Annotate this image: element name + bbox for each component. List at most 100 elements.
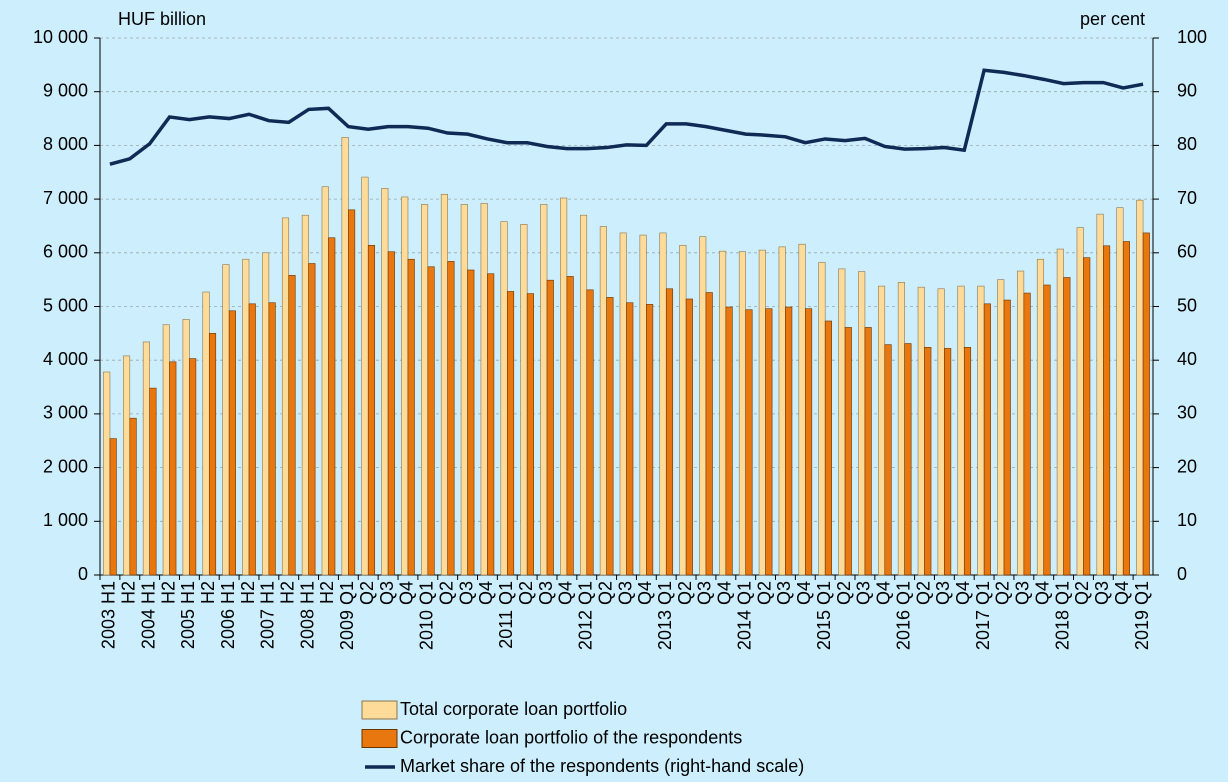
bar bbox=[367, 244, 376, 576]
bar bbox=[983, 303, 991, 576]
y2-tick-label: 40 bbox=[1177, 349, 1197, 369]
bar bbox=[123, 355, 131, 576]
bar bbox=[381, 188, 389, 576]
x-tick-label: H2 bbox=[317, 581, 337, 604]
bar bbox=[281, 217, 290, 576]
bar bbox=[659, 232, 667, 576]
bar bbox=[937, 288, 945, 576]
bar bbox=[844, 327, 852, 576]
bar bbox=[685, 298, 693, 576]
bar bbox=[665, 288, 674, 576]
x-tick-label: H2 bbox=[119, 581, 139, 604]
x-tick-label: Q2 bbox=[675, 581, 695, 605]
bar bbox=[1043, 284, 1051, 576]
bar bbox=[566, 276, 574, 576]
bar bbox=[487, 273, 495, 576]
bar bbox=[189, 358, 197, 576]
y2-tick-label: 0 bbox=[1177, 564, 1187, 584]
bar bbox=[897, 282, 905, 576]
x-tick-label: 2014 Q1 bbox=[734, 581, 754, 650]
x-tick-label: Q3 bbox=[933, 581, 953, 605]
bar bbox=[162, 324, 170, 576]
bar bbox=[639, 234, 647, 576]
x-tick-label: Q4 bbox=[1112, 581, 1132, 605]
x-tick-label: Q2 bbox=[1072, 581, 1092, 605]
bar bbox=[818, 262, 826, 576]
bar bbox=[586, 289, 594, 576]
x-tick-label: Q3 bbox=[615, 581, 635, 605]
bar bbox=[738, 251, 747, 576]
y2-tick-label: 80 bbox=[1177, 134, 1197, 154]
bar bbox=[129, 417, 137, 576]
bar bbox=[858, 271, 866, 576]
bar bbox=[387, 251, 395, 576]
bar bbox=[977, 285, 985, 576]
y2-tick-label: 70 bbox=[1177, 188, 1197, 208]
x-tick-label: H2 bbox=[158, 581, 178, 604]
x-tick-label: 2010 Q1 bbox=[417, 581, 437, 650]
bar bbox=[1056, 248, 1064, 576]
legend-swatch bbox=[361, 729, 398, 748]
x-tick-label: Q2 bbox=[436, 581, 456, 605]
bar bbox=[579, 214, 588, 576]
bar bbox=[328, 237, 336, 576]
x-tick-label: Q2 bbox=[993, 581, 1013, 605]
bar bbox=[467, 269, 475, 576]
bar bbox=[1076, 227, 1084, 576]
y2-tick-label: 90 bbox=[1177, 80, 1197, 100]
bar bbox=[421, 204, 429, 576]
x-tick-label: 2017 Q1 bbox=[973, 581, 993, 650]
bar bbox=[540, 204, 548, 576]
bar bbox=[1017, 270, 1025, 576]
y-tick-label: 6 000 bbox=[43, 242, 88, 262]
y2-tick-label: 10 bbox=[1177, 510, 1197, 530]
x-tick-label: Q3 bbox=[1013, 581, 1033, 605]
bar bbox=[348, 209, 356, 576]
bar bbox=[1122, 241, 1130, 576]
bar bbox=[884, 344, 892, 576]
x-tick-label: 2004 H1 bbox=[138, 581, 158, 649]
x-tick-label: Q3 bbox=[1092, 581, 1112, 605]
y-tick-label: 4 000 bbox=[43, 349, 88, 369]
bar bbox=[957, 285, 965, 576]
bar bbox=[228, 310, 236, 576]
legend-swatch bbox=[361, 700, 398, 720]
bar bbox=[202, 291, 210, 576]
x-tick-label: 2015 Q1 bbox=[814, 581, 834, 650]
bar bbox=[699, 236, 707, 576]
y2-axis-label: per cent bbox=[1080, 9, 1145, 29]
bar bbox=[646, 304, 654, 576]
bar bbox=[1003, 299, 1011, 576]
x-tick-label: 2009 Q1 bbox=[337, 581, 357, 650]
bar bbox=[361, 176, 369, 576]
bar bbox=[447, 261, 455, 576]
bar bbox=[619, 232, 627, 576]
x-tick-label: Q4 bbox=[794, 581, 814, 605]
bar bbox=[1103, 245, 1111, 576]
bar bbox=[758, 249, 766, 576]
bar bbox=[182, 319, 190, 576]
x-tick-label: 2018 Q1 bbox=[1052, 581, 1072, 650]
bar bbox=[877, 285, 886, 576]
bar bbox=[765, 308, 773, 576]
x-tick-label: Q3 bbox=[695, 581, 715, 605]
x-tick-label: Q3 bbox=[854, 581, 874, 605]
bar bbox=[288, 275, 296, 576]
bar bbox=[1063, 277, 1071, 576]
bar bbox=[248, 303, 256, 576]
x-tick-label: Q2 bbox=[595, 581, 615, 605]
bar bbox=[805, 308, 813, 576]
bar bbox=[560, 197, 568, 576]
bar bbox=[401, 196, 409, 576]
legend-label: Corporate loan portfolio of the responde… bbox=[400, 727, 742, 747]
bar bbox=[103, 371, 111, 576]
y-tick-label: 8 000 bbox=[43, 134, 88, 154]
bar bbox=[719, 250, 727, 576]
x-tick-label: Q3 bbox=[536, 581, 556, 605]
x-tick-label: 2007 H1 bbox=[258, 581, 278, 649]
x-tick-label: 2013 Q1 bbox=[655, 581, 675, 650]
y-tick-label: 1 000 bbox=[43, 510, 88, 530]
bar bbox=[109, 438, 117, 576]
x-tick-label: Q2 bbox=[754, 581, 774, 605]
